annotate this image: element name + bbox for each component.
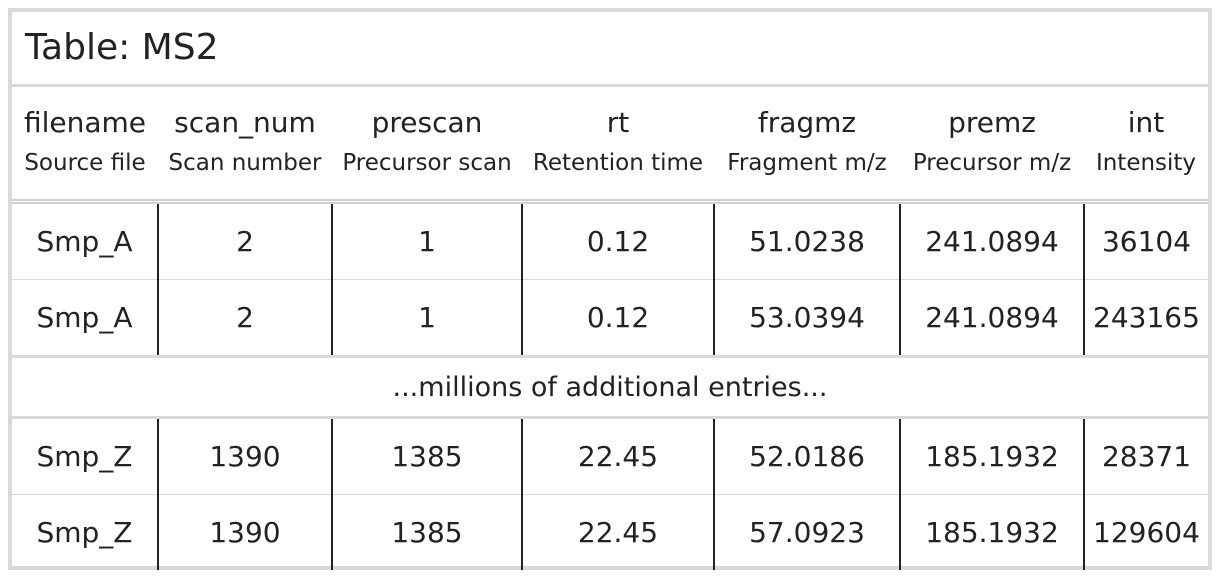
table-row: Smp_A 2 1 0.12 53.0394 241.0894 243165 — [12, 279, 1208, 357]
column-header-filename: filename Source file — [12, 87, 158, 202]
column-header-premz: premz Precursor m/z — [900, 87, 1084, 202]
column-header-prescan: prescan Precursor scan — [332, 87, 522, 202]
table-cell: 185.1932 — [899, 417, 1084, 495]
column-description: Fragment m/z — [727, 150, 887, 176]
column-name: rt — [606, 106, 630, 139]
table-title: Table: MS2 — [12, 12, 1208, 87]
table-frame: Table: MS2 filename Source file scan_num… — [8, 8, 1212, 570]
table-cell: 1385 — [331, 417, 522, 495]
column-description: Source file — [24, 150, 146, 176]
table-cell: 36104 — [1083, 201, 1208, 280]
table-row: Smp_Z 1390 1385 22.45 52.0186 185.1932 2… — [12, 417, 1208, 495]
column-description: Retention time — [532, 150, 704, 176]
ms2-table: filename Source file scan_num Scan numbe… — [12, 87, 1208, 570]
table-cell: 57.0923 — [713, 494, 900, 570]
table-cell: 1 — [331, 201, 522, 280]
table-cell: 185.1932 — [899, 494, 1084, 570]
table-cell: 1 — [331, 279, 522, 357]
column-header-scan-num: scan_num Scan number — [158, 87, 332, 202]
table-cell: 22.45 — [521, 417, 714, 495]
ellipsis-text: ...millions of additional entries... — [12, 355, 1208, 419]
table-cell: 241.0894 — [899, 279, 1084, 357]
table-cell: 2 — [157, 279, 332, 357]
column-name: fragmz — [757, 106, 857, 139]
column-name: premz — [948, 106, 1036, 139]
table-cell: 53.0394 — [713, 279, 900, 357]
table-cell: 0.12 — [521, 201, 714, 280]
table-cell: Smp_A — [36, 225, 133, 258]
column-header-fragmz: fragmz Fragment m/z — [714, 87, 900, 202]
column-name: prescan — [371, 106, 483, 139]
table-cell: 1390 — [157, 494, 332, 570]
column-header-int: int Intensity — [1084, 87, 1208, 202]
table-cell: 1385 — [331, 494, 522, 570]
ellipsis-row: ...millions of additional entries... — [12, 355, 1208, 419]
column-description: Precursor m/z — [912, 150, 1072, 176]
column-name: int — [1127, 106, 1165, 139]
table-cell: 52.0186 — [713, 417, 900, 495]
table-cell: Smp_Z — [36, 440, 133, 473]
column-name: filename — [23, 106, 147, 139]
table-cell: 129604 — [1083, 494, 1208, 570]
column-description: Scan number — [168, 150, 322, 176]
table-cell: Smp_A — [12, 279, 158, 357]
table-row: Smp_Z 1390 1385 22.45 57.0923 185.1932 1… — [12, 494, 1208, 570]
table-row: Smp_A 2 1 0.12 51.0238 241.0894 36104 — [12, 201, 1208, 280]
table-cell: 28371 — [1083, 417, 1208, 495]
table-cell: 1390 — [157, 417, 332, 495]
table-header: filename Source file scan_num Scan numbe… — [12, 87, 1208, 202]
table-cell: 51.0238 — [713, 201, 900, 280]
column-name: scan_num — [174, 106, 316, 139]
table-cell: 241.0894 — [899, 201, 1084, 280]
table-cell: 0.12 — [521, 279, 714, 357]
column-description: Intensity — [1095, 150, 1197, 176]
column-description: Precursor scan — [342, 150, 512, 176]
table-cell: 243165 — [1083, 279, 1208, 357]
table-cell: 2 — [157, 201, 332, 280]
table-cell: 22.45 — [521, 494, 714, 570]
table-body: Smp_A 2 1 0.12 51.0238 241.0894 36104 Sm… — [12, 201, 1208, 570]
table-cell: Smp_Z — [12, 494, 158, 570]
column-header-rt: rt Retention time — [522, 87, 714, 202]
